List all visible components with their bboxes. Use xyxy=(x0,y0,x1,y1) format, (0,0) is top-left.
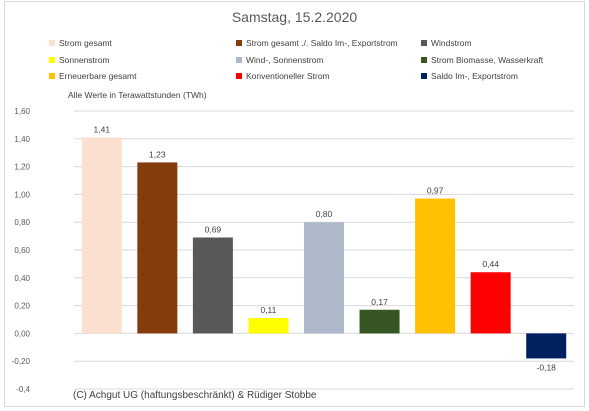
legend-swatch xyxy=(49,73,55,79)
legend-item: Konventioneller Strom xyxy=(236,70,330,82)
data-label: 0,44 xyxy=(482,259,499,269)
y-tick-label: 1,20 xyxy=(14,163,30,172)
bar xyxy=(81,137,122,334)
legend-label: Strom gesamt xyxy=(59,38,112,48)
data-label: 0,11 xyxy=(260,305,276,315)
legend-item: Strom gesamt ./. Saldo Im-, Exportstrom xyxy=(236,37,398,49)
data-label: -0,18 xyxy=(537,362,557,372)
legend-label: Wind-, Sonnenstrom xyxy=(246,55,324,65)
data-label: 0,17 xyxy=(371,297,388,307)
legend-swatch xyxy=(421,40,427,46)
legend-swatch xyxy=(236,57,242,63)
legend-label: Sonnenstrom xyxy=(59,55,110,65)
data-label: 1,23 xyxy=(149,149,166,159)
legend-swatch xyxy=(421,73,427,79)
y-tick-label: 1,60 xyxy=(14,107,30,116)
legend-label: Strom Biomasse, Wasserkraft xyxy=(431,55,544,65)
y-tick-label: 0,00 xyxy=(14,329,30,338)
legend-swatch xyxy=(236,73,242,79)
data-label: 0,69 xyxy=(205,224,222,234)
unit-note: Alle Werte in Terawattstunden (TWh) xyxy=(68,90,207,100)
y-tick-label: 0,20 xyxy=(14,302,30,311)
data-label: 1,41 xyxy=(94,124,111,134)
legend-item: Sonnenstrom xyxy=(49,54,110,66)
bar xyxy=(415,198,456,334)
legend-item: Saldo Im-, Exportstrom xyxy=(421,70,518,82)
legend-item: Strom gesamt xyxy=(49,37,112,49)
legend-item: Windstrom xyxy=(421,37,472,49)
bar xyxy=(192,237,233,334)
y-tick-label: 1,40 xyxy=(14,135,30,144)
y-tick-label: 0,60 xyxy=(14,246,30,255)
bar xyxy=(526,333,567,359)
legend-label: Erneuerbare gesamt xyxy=(59,71,137,81)
bar xyxy=(359,309,400,334)
legend-label: Strom gesamt ./. Saldo Im-, Exportstrom xyxy=(246,38,398,48)
bar xyxy=(248,318,289,334)
credit-text: (C) Achgut UG (haftungsbeschränkt) & Rüd… xyxy=(73,390,317,401)
y-tick-label: -0,20 xyxy=(12,357,31,366)
legend-item: Wind-, Sonnenstrom xyxy=(236,54,323,66)
legend-label: Windstrom xyxy=(431,38,472,48)
legend-item: Erneuerbare gesamt xyxy=(49,70,137,82)
legend-swatch xyxy=(236,40,242,46)
bar xyxy=(304,222,344,334)
bar xyxy=(470,272,511,334)
y-tick-label: 0,40 xyxy=(14,274,30,283)
legend-item: Strom Biomasse, Wasserkraft xyxy=(421,54,543,66)
legend-swatch xyxy=(49,40,55,46)
data-label: 0,97 xyxy=(427,186,444,196)
legend-swatch xyxy=(49,57,55,63)
legend-label: Konventioneller Strom xyxy=(246,71,330,81)
data-label: 0,80 xyxy=(316,209,333,219)
legend-swatch xyxy=(421,57,427,63)
chart-title: Samstag, 15.2.2020 xyxy=(231,9,358,25)
y-tick-label: 1,00 xyxy=(14,190,30,199)
bar xyxy=(137,162,178,334)
y-tick-label: 0,80 xyxy=(14,218,30,227)
chart-frame xyxy=(4,1,585,407)
y-tick-label: -0,4 xyxy=(16,385,30,394)
legend-label: Saldo Im-, Exportstrom xyxy=(431,71,518,81)
